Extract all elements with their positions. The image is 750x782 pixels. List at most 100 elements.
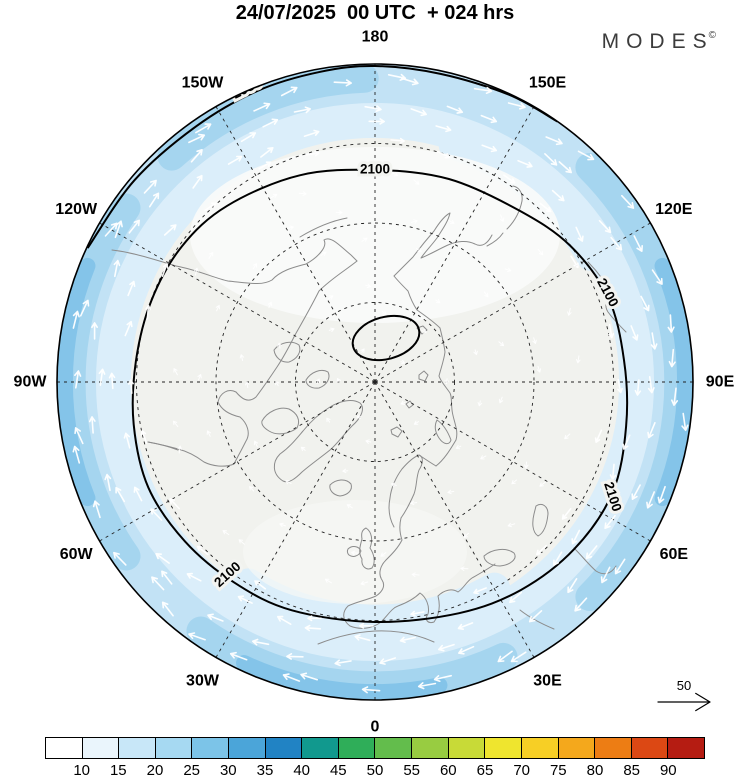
- longitude-label: 180: [362, 29, 389, 46]
- wind-arrow-icon: [483, 291, 489, 298]
- wind-arrow-icon: [571, 529, 581, 545]
- colorbar-tick-label: 30: [219, 762, 237, 779]
- wind-arrow-icon: [172, 420, 179, 428]
- colorbar-cell: [447, 738, 485, 758]
- colorbar-tick-label: 90: [659, 762, 677, 779]
- wind-arrow-icon: [600, 566, 611, 584]
- wind-arrow-icon: [536, 365, 542, 373]
- wind-arrow-icon: [558, 161, 572, 174]
- colorbar-tick-label: 25: [183, 762, 201, 779]
- wind-arrow-icon: [473, 86, 493, 94]
- wind-arrow-icon: [346, 504, 353, 509]
- wind-arrow-icon: [351, 550, 359, 556]
- copyright-mark: ©: [708, 30, 716, 41]
- wind-arrow-icon: [123, 432, 131, 449]
- wind-arrow-icon: [539, 202, 552, 213]
- wind-arrow-icon: [275, 380, 280, 387]
- wind-arrow-icon: [503, 174, 516, 184]
- wind-arrow-icon: [509, 591, 523, 604]
- wind-arrow-icon: [390, 137, 405, 144]
- contour-2100: [131, 168, 629, 624]
- wind-arrow-icon: [262, 118, 279, 128]
- wind-arrow-icon: [115, 486, 126, 503]
- wind-arrow-icon: [359, 622, 374, 629]
- wind-arrow-icon: [477, 400, 483, 407]
- wind-arrow-icon: [222, 530, 230, 536]
- wind-arrow-icon: [410, 610, 425, 617]
- wind-arrow-icon: [681, 412, 689, 432]
- contour-2080: [86, 64, 558, 249]
- wind-arrow-icon: [365, 283, 372, 289]
- wind-arrow-icon: [194, 267, 199, 276]
- colorbar-cell: [301, 738, 338, 758]
- wind-arrow-icon: [361, 686, 381, 694]
- colorbar-tick-labels: 10 15 20 25 30 35 40 45 50 55 60 65 70 75 80 85 90: [45, 762, 705, 780]
- wind-arrow-icon: [622, 434, 631, 450]
- wind-arrow-icon: [253, 440, 259, 448]
- colorbar-tick-label: 60: [439, 762, 457, 779]
- wind-arrow-icon: [497, 650, 513, 663]
- wind-arrow-icon: [140, 430, 148, 444]
- wind-arrow-icon: [161, 263, 169, 277]
- wind-arrow-icon: [335, 210, 343, 215]
- colorbar-cell: [411, 738, 448, 758]
- colorbar-tick-label: 10: [73, 762, 91, 779]
- wind-arrow-icon: [399, 636, 416, 644]
- wind-arrow-icon: [544, 153, 558, 166]
- wind-arrow-icon: [457, 622, 474, 630]
- wind-arrow-icon: [163, 224, 177, 236]
- wind-arrow-icon: [286, 653, 304, 660]
- wind-arrow-icon: [104, 473, 112, 492]
- wind-reference-value: 50: [677, 678, 691, 693]
- wind-arrow-icon: [254, 580, 267, 590]
- wind-arrow-icon: [647, 376, 655, 394]
- wind-arrow-icon: [400, 77, 419, 86]
- wind-arrow-icon: [280, 86, 298, 97]
- wind-arrow-icon: [328, 327, 335, 332]
- wind-arrow-icon: [360, 348, 365, 353]
- colorbar-tick-label: 75: [549, 762, 567, 779]
- wind-arrow-icon: [104, 222, 118, 237]
- wind-arrow-icon: [215, 304, 220, 312]
- wind-arrow-icon: [575, 226, 584, 242]
- wind-arrow-icon: [252, 638, 270, 646]
- wind-arrow-icon: [354, 634, 371, 642]
- wind-arrow-icon: [598, 219, 612, 234]
- wind-arrow-icon: [481, 144, 498, 153]
- wind-arrow-icon: [98, 368, 106, 386]
- wind-arrow-icon: [511, 479, 517, 485]
- wind-arrow-icon: [553, 551, 563, 566]
- colorbar-cell: [81, 738, 119, 758]
- wind-arrow-icon: [634, 379, 642, 396]
- colorbar-cell: [46, 738, 82, 758]
- wind-arrows: [72, 73, 689, 694]
- wind-arrow-icon: [155, 553, 170, 564]
- wind-arrow-icon: [91, 322, 98, 340]
- wind-arrow-icon: [435, 125, 452, 133]
- wind-arrow-icon: [336, 378, 341, 383]
- wind-arrow-icon: [668, 348, 676, 368]
- wind-arrow-icon: [463, 532, 469, 538]
- colorbar-cell: [264, 738, 302, 758]
- colorbar-tick-label: 50: [366, 762, 384, 779]
- colorbar-cell: [154, 738, 192, 758]
- wind-arrow-icon: [545, 136, 563, 146]
- wind-arrow-icon: [195, 123, 212, 134]
- wind-arrow-icon: [285, 480, 292, 485]
- chart-title: 24/07/2025 00 UTC + 024 hrs: [235, 2, 515, 24]
- wind-arrow-icon: [537, 248, 544, 256]
- wind-arrow-icon: [186, 572, 202, 582]
- wind-arrow-icon: [326, 417, 331, 423]
- wind-arrow-icon: [368, 118, 385, 125]
- wind-arrow-icon: [517, 159, 533, 168]
- wind-arrow-icon: [413, 179, 420, 185]
- wind-arrow-icon: [380, 552, 387, 557]
- wind-arrow-icon: [473, 349, 478, 356]
- wind-arrow-icon: [570, 255, 579, 269]
- wind-arrow-icon: [145, 304, 152, 320]
- wind-arrow-icon: [411, 219, 418, 224]
- wind-arrow-icon: [415, 248, 422, 253]
- wind-arrow-icon: [92, 500, 101, 519]
- wind-arrow-icon: [574, 597, 588, 612]
